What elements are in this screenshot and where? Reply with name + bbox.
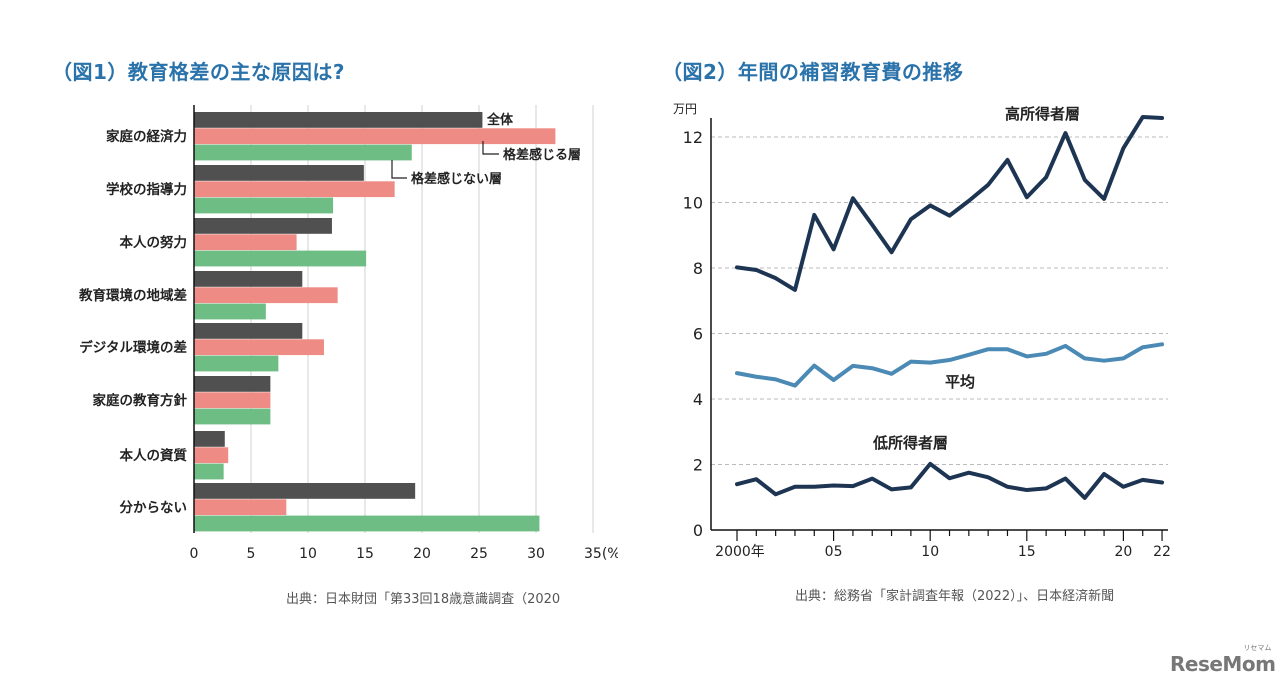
bar <box>194 323 303 339</box>
series-label: 平均 <box>945 373 975 391</box>
legend-label: 全体 <box>486 112 514 128</box>
x-tick-label: 10 <box>299 546 317 562</box>
y-tick-label: 8 <box>693 259 703 278</box>
category-label: 家庭の教育方針 <box>93 392 188 409</box>
x-tick-label: 05 <box>825 544 843 560</box>
bar <box>194 271 303 287</box>
bar <box>194 287 338 304</box>
bar <box>194 165 364 181</box>
logo-text: ReseMom <box>1170 652 1276 676</box>
bar <box>194 250 367 267</box>
x-tick-label: 35(%) <box>584 546 618 562</box>
bar <box>194 128 556 145</box>
legend-leader <box>391 160 407 179</box>
y-axis-unit: 万円 <box>673 102 697 116</box>
category-label: 本人の努力 <box>120 234 188 251</box>
series-line <box>735 461 1165 500</box>
bar <box>194 181 395 198</box>
bar-chart: 0 5 10 15 20 25 30 35(%) 家庭の経済力学校の指導力本人の努力教育環境の地… <box>79 105 618 562</box>
x-tick-label: 25 <box>470 546 488 562</box>
category-label: 分からない <box>120 500 188 516</box>
bar <box>194 218 332 234</box>
bar <box>194 355 279 372</box>
x-tick-label: 22 <box>1153 544 1171 560</box>
bar <box>194 392 271 409</box>
bar <box>194 112 483 128</box>
bar <box>194 483 416 499</box>
x-tick-label: 2000年 <box>715 544 765 560</box>
category-label: デジタル環境の差 <box>79 339 187 356</box>
legend-leader <box>482 141 499 155</box>
logo-ruby: リセマム <box>1243 644 1272 652</box>
legend-label: 格差感じる層 <box>503 147 581 163</box>
bar <box>194 234 297 251</box>
bar <box>194 303 266 320</box>
chart1-source: 出典：日本財団「第33回18歳意識調査（2020 <box>286 592 561 607</box>
bar <box>194 339 324 356</box>
bar <box>194 197 334 214</box>
bar <box>194 515 540 532</box>
category-label: 学校の指導力 <box>106 181 187 198</box>
bar <box>194 499 287 516</box>
category-label: 本人の資質 <box>120 447 188 464</box>
category-label: 教育環境の地域差 <box>79 287 187 304</box>
bar <box>194 463 224 480</box>
series-label: 低所得者層 <box>872 434 948 452</box>
x-tick-label: 30 <box>527 546 545 562</box>
bar <box>194 376 271 392</box>
bar <box>194 431 225 447</box>
bar <box>194 408 271 425</box>
chart2-source: 出典：総務省「家計調査年報（2022）」、日本経済新聞 <box>795 589 1115 604</box>
x-tick-label: 0 <box>190 546 199 562</box>
x-tick-label: 10 <box>921 544 939 560</box>
chart1-title: （図1）教育格差の主な原因は? <box>52 60 346 84</box>
series-line <box>735 342 1165 388</box>
x-tick-label: 5 <box>247 546 256 562</box>
y-tick-label: 4 <box>693 390 703 409</box>
bar <box>194 144 412 161</box>
series-label: 高所得者層 <box>1005 105 1080 123</box>
x-tick-label: 20 <box>413 546 431 562</box>
chart2-title: （図2）年間の補習教育費の推移 <box>662 60 964 84</box>
category-label: 家庭の経済力 <box>106 128 187 145</box>
y-tick-label: 6 <box>693 325 703 344</box>
x-tick-label: 15 <box>1018 544 1036 560</box>
y-tick-label: 10 <box>683 194 703 213</box>
x-tick-label: 15 <box>356 546 374 562</box>
x-tick-label: 20 <box>1114 544 1132 560</box>
legend-label: 格差感じない層 <box>411 171 502 187</box>
bar <box>194 447 229 464</box>
y-tick-label: 2 <box>693 456 703 475</box>
resemom-logo: リセマム ReseMom <box>1170 644 1276 676</box>
y-tick-label: 12 <box>683 128 703 147</box>
y-tick-label: 0 <box>693 521 703 540</box>
series-line <box>735 115 1165 292</box>
